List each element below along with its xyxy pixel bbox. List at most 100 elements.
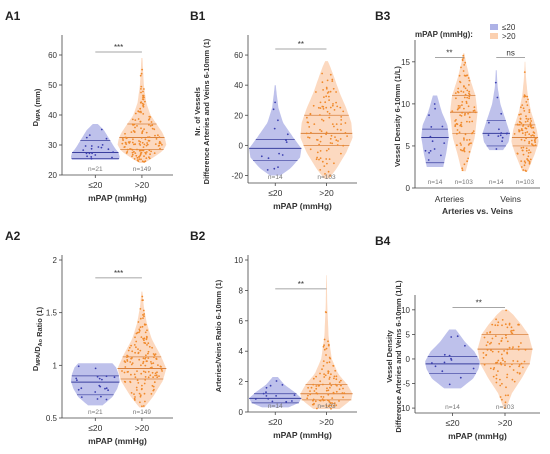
data-point — [140, 372, 143, 375]
data-point — [327, 148, 330, 150]
data-point — [529, 122, 532, 124]
data-point — [82, 149, 85, 152]
data-point — [277, 119, 279, 122]
data-point — [319, 114, 321, 116]
data-point — [325, 347, 328, 350]
data-point — [134, 119, 137, 121]
y-tick-label: -5 — [403, 380, 411, 389]
data-point — [333, 402, 336, 404]
data-point — [463, 149, 465, 152]
y-tick-label: 15 — [401, 58, 410, 67]
data-point — [534, 144, 537, 147]
data-point — [90, 157, 93, 160]
data-point — [492, 368, 495, 371]
data-point — [325, 158, 328, 160]
violin-body — [70, 363, 120, 406]
data-point — [319, 380, 322, 383]
data-point — [527, 159, 530, 162]
data-point — [500, 132, 503, 134]
violin-body — [300, 275, 353, 409]
data-point — [497, 359, 500, 362]
data-point — [468, 97, 470, 100]
data-point — [325, 133, 327, 136]
data-point — [322, 108, 325, 110]
data-point — [328, 95, 330, 98]
data-point — [75, 377, 78, 380]
data-point — [308, 136, 311, 139]
data-point — [309, 390, 311, 392]
data-point — [528, 133, 531, 136]
data-point — [512, 360, 515, 362]
data-point — [148, 118, 151, 120]
data-point — [273, 167, 276, 170]
data-point — [513, 380, 516, 383]
data-point — [471, 131, 474, 134]
data-point — [317, 384, 320, 387]
y-axis-label: DMPA (mm) — [31, 88, 42, 126]
data-point — [520, 362, 523, 365]
data-point — [529, 151, 532, 154]
data-point — [315, 91, 317, 93]
data-point — [450, 336, 453, 338]
data-point — [134, 126, 136, 129]
data-point — [160, 368, 163, 371]
data-point — [154, 143, 157, 146]
data-point — [155, 358, 158, 360]
data-point — [319, 157, 322, 160]
data-point — [450, 357, 452, 360]
y-tick-label: 5 — [406, 142, 411, 151]
data-point — [158, 136, 161, 139]
x-tick-label: ≤20 — [268, 188, 282, 198]
violin-body — [421, 95, 449, 167]
data-point — [491, 323, 494, 326]
n-count-label: n=103 — [317, 403, 336, 410]
data-point — [472, 130, 475, 133]
x-tick-label: ≤20 — [445, 418, 459, 428]
data-point — [322, 345, 325, 348]
data-point — [134, 399, 136, 401]
data-point — [459, 376, 462, 379]
data-point — [527, 118, 530, 120]
legend-swatch — [490, 24, 498, 30]
data-point — [139, 326, 142, 329]
x-tick-label: >20 — [498, 418, 513, 428]
data-point — [429, 150, 432, 152]
data-point — [463, 85, 465, 88]
data-point — [156, 376, 159, 379]
data-point — [318, 158, 320, 161]
data-point — [466, 160, 468, 163]
x-tick-label: ≤20 — [88, 423, 102, 433]
data-point — [139, 144, 142, 146]
data-point — [139, 394, 142, 397]
data-point — [463, 137, 465, 140]
data-point — [335, 375, 338, 378]
data-point — [460, 144, 462, 146]
data-point — [158, 140, 161, 143]
x-tick-label: ≤20 — [268, 417, 282, 427]
data-point — [139, 120, 142, 123]
data-point — [142, 405, 145, 407]
data-point — [462, 54, 465, 57]
data-point — [148, 136, 151, 139]
data-point — [461, 59, 464, 62]
data-point — [293, 394, 296, 396]
data-point — [424, 149, 427, 152]
data-point — [131, 118, 134, 121]
data-point — [325, 354, 327, 356]
data-point — [121, 370, 123, 372]
data-point — [518, 123, 521, 126]
data-point — [144, 356, 147, 359]
data-point — [458, 106, 461, 109]
data-point — [431, 362, 433, 364]
data-point — [340, 119, 343, 121]
data-point — [522, 366, 524, 369]
data-point — [134, 336, 136, 339]
data-point — [506, 348, 509, 351]
violin-body — [249, 85, 302, 176]
data-point — [523, 110, 526, 112]
data-point — [136, 125, 138, 127]
data-point — [147, 136, 149, 139]
n-count-label: n=14 — [268, 403, 283, 410]
data-point — [518, 364, 521, 366]
data-point — [312, 104, 315, 107]
